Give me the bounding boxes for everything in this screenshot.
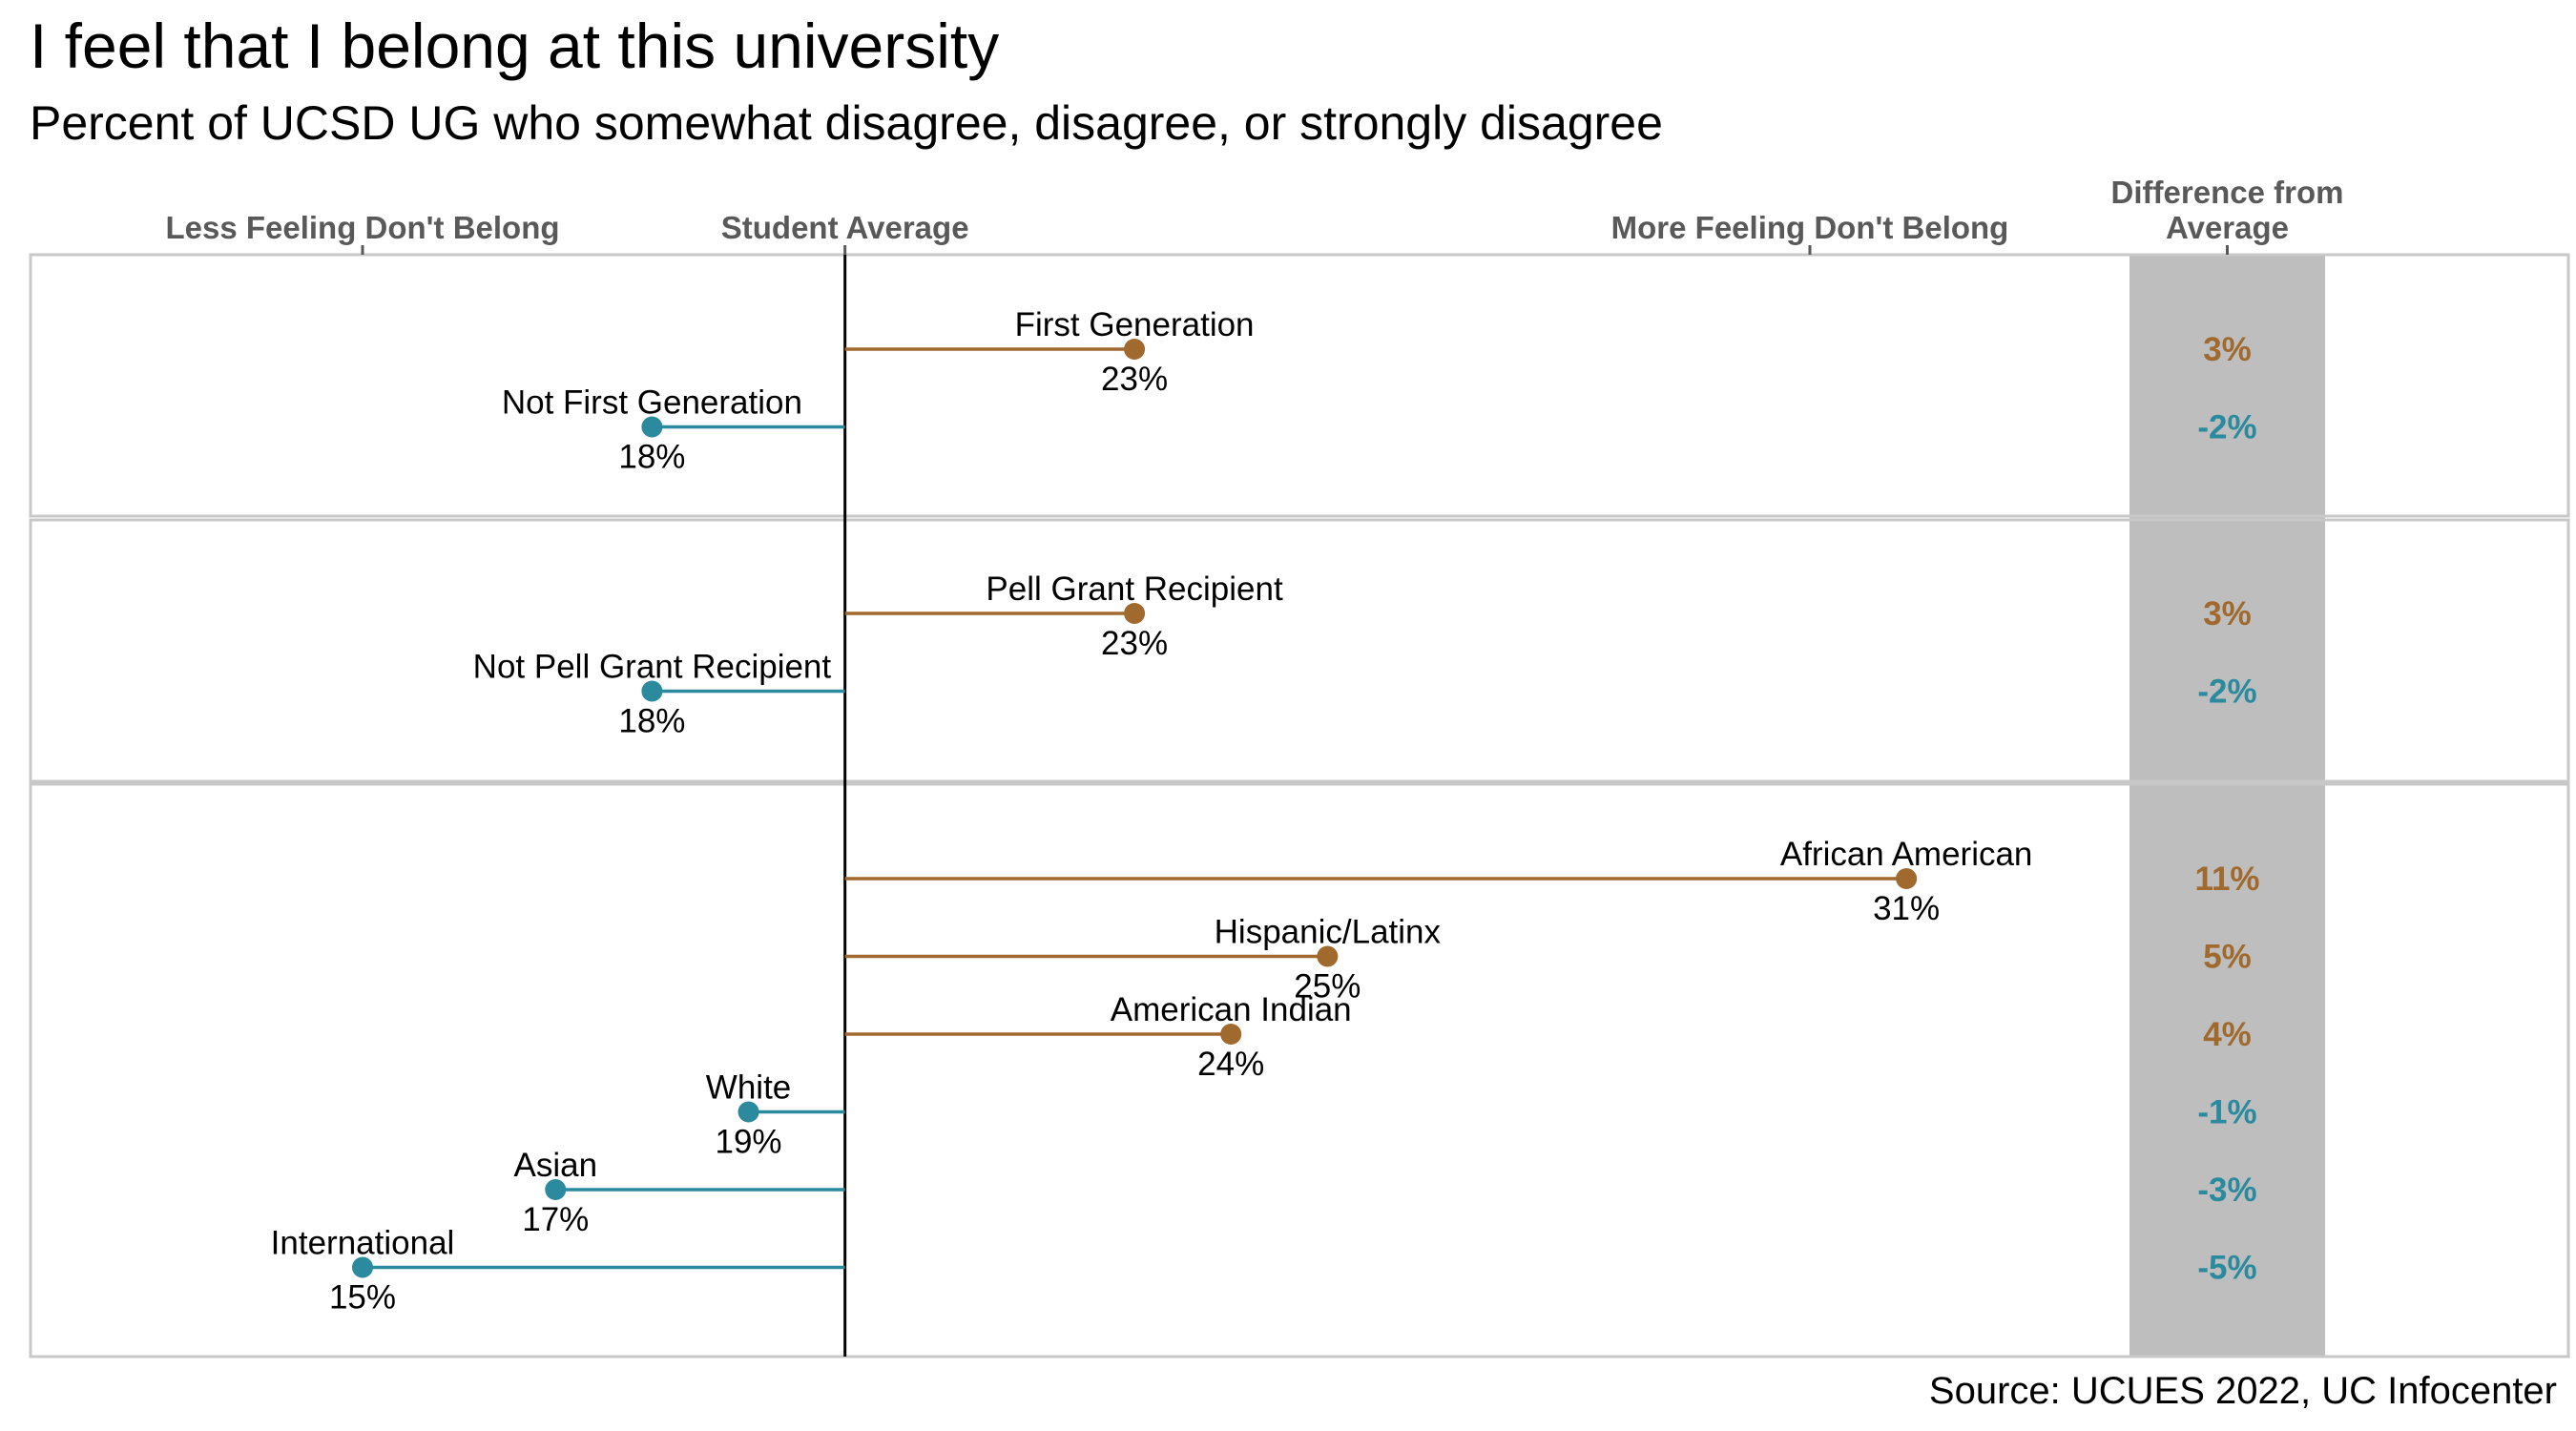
difference-header-line1: Difference from: [2111, 175, 2344, 210]
group-label: International: [271, 1225, 455, 1262]
data-point: [641, 416, 663, 438]
difference-value: -2%: [2197, 674, 2256, 711]
panel-border: [29, 782, 2570, 1358]
data-point: [1896, 868, 1918, 889]
group-label: Pell Grant Recipient: [986, 570, 1283, 608]
group-label: Not First Generation: [502, 384, 802, 422]
chart-title: I feel that I belong at this university: [30, 10, 1000, 81]
difference-value: -5%: [2197, 1250, 2256, 1287]
value-label: 23%: [1101, 361, 1168, 398]
group-label: White: [706, 1069, 791, 1107]
axis-tick-label: More Feeling Don't Belong: [1611, 210, 2009, 245]
difference-value: 4%: [2203, 1016, 2252, 1053]
group-label: First Generation: [1015, 306, 1255, 343]
group-label: Hispanic/Latinx: [1215, 914, 1442, 951]
value-label: 19%: [716, 1124, 782, 1161]
difference-value: -3%: [2197, 1172, 2256, 1209]
difference-value: -1%: [2197, 1094, 2256, 1131]
data-point: [545, 1179, 567, 1200]
data-point: [737, 1101, 759, 1123]
data-point: [1317, 945, 1339, 967]
value-label: 18%: [618, 439, 685, 476]
data-point: [352, 1256, 373, 1278]
value-label: 17%: [522, 1201, 589, 1238]
group-label: Not Pell Grant Recipient: [473, 649, 832, 686]
difference-band: [2129, 255, 2325, 1357]
group-label: American Indian: [1111, 991, 1352, 1028]
value-label: 23%: [1101, 625, 1168, 662]
value-label: 24%: [1197, 1046, 1264, 1083]
difference-header-line2: Average: [2166, 210, 2289, 245]
value-label: 25%: [1294, 968, 1361, 1006]
group-label: African American: [1780, 836, 2033, 873]
difference-value: 11%: [2194, 861, 2259, 898]
group-label: Asian: [513, 1147, 597, 1184]
data-point: [1124, 603, 1146, 624]
panel-border: [29, 253, 2570, 518]
data-point: [1220, 1024, 1242, 1045]
difference-value: 3%: [2203, 331, 2252, 368]
difference-value: 3%: [2203, 595, 2252, 633]
data-point: [1124, 339, 1146, 360]
difference-value: 5%: [2203, 939, 2252, 976]
value-label: 31%: [1873, 890, 1940, 927]
axis-tick-label: Less Feeling Don't Belong: [165, 210, 559, 245]
data-point: [641, 680, 663, 702]
difference-value: -2%: [2197, 409, 2256, 446]
axis-tick-label: Student Average: [721, 210, 969, 245]
chart-source: Source: UCUES 2022, UC Infocenter: [1928, 1370, 2557, 1412]
value-label: 18%: [618, 703, 685, 740]
chart-subtitle: Percent of UCSD UG who somewhat disagree…: [30, 96, 1663, 150]
panel-border: [29, 518, 2570, 783]
value-label: 15%: [329, 1279, 396, 1317]
